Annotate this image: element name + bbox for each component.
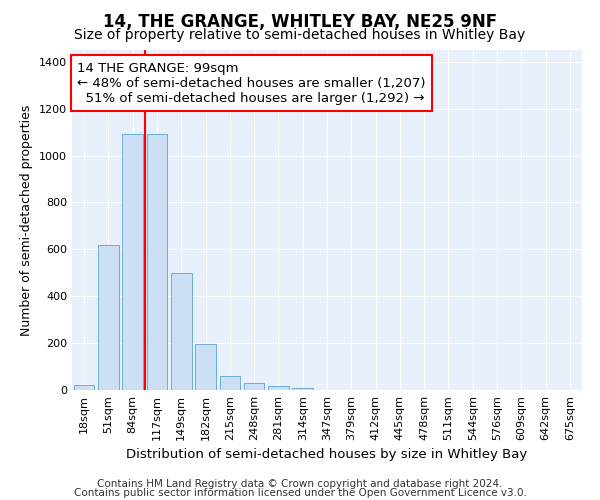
Bar — [146, 134, 167, 390]
Bar — [244, 384, 265, 390]
Text: 14 THE GRANGE: 99sqm
← 48% of semi-detached houses are smaller (1,207)
  51% of : 14 THE GRANGE: 99sqm ← 48% of semi-detac… — [77, 62, 425, 105]
Bar — [74, 386, 94, 390]
Text: 14, THE GRANGE, WHITLEY BAY, NE25 9NF: 14, THE GRANGE, WHITLEY BAY, NE25 9NF — [103, 12, 497, 30]
Bar — [171, 273, 191, 390]
Bar — [268, 386, 289, 390]
Y-axis label: Number of semi-detached properties: Number of semi-detached properties — [20, 104, 34, 336]
Bar — [220, 376, 240, 390]
Bar — [122, 134, 143, 390]
Text: Contains public sector information licensed under the Open Government Licence v3: Contains public sector information licen… — [74, 488, 526, 498]
Bar — [195, 344, 216, 390]
Text: Contains HM Land Registry data © Crown copyright and database right 2024.: Contains HM Land Registry data © Crown c… — [97, 479, 503, 489]
Bar — [292, 388, 313, 390]
Text: Size of property relative to semi-detached houses in Whitley Bay: Size of property relative to semi-detach… — [74, 28, 526, 42]
Bar — [98, 244, 119, 390]
X-axis label: Distribution of semi-detached houses by size in Whitley Bay: Distribution of semi-detached houses by … — [127, 448, 527, 462]
